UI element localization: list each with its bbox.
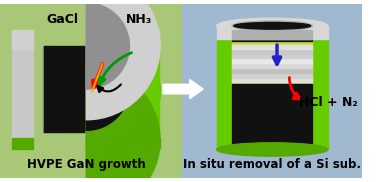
Bar (232, 79, 313, 82)
Text: NH₃: NH₃ (126, 13, 152, 26)
Ellipse shape (217, 18, 328, 33)
Bar (232, 39, 313, 149)
Text: In situ removal of a Si sub.: In situ removal of a Si sub. (183, 158, 361, 171)
Bar (232, 55, 313, 58)
Ellipse shape (12, 36, 161, 56)
FancyArrow shape (163, 80, 203, 99)
Wedge shape (86, 0, 160, 120)
Bar (232, 64, 313, 68)
Bar (232, 74, 313, 78)
Ellipse shape (217, 143, 328, 156)
Bar (44, 46, 86, 132)
Bar (11, 30, 33, 49)
Text: GaCl: GaCl (46, 13, 78, 26)
Wedge shape (86, 44, 129, 130)
Ellipse shape (43, 40, 129, 52)
Bar (11, 38, 33, 142)
Bar (232, 30, 313, 39)
Bar (313, 39, 328, 149)
Bar (217, 26, 328, 39)
Bar (232, 50, 313, 54)
Bar (129, 46, 159, 142)
Wedge shape (86, 18, 160, 166)
Ellipse shape (232, 21, 313, 31)
Ellipse shape (234, 22, 311, 29)
Bar (232, 45, 313, 49)
Bar (11, 138, 33, 149)
Bar (232, 36, 313, 41)
Ellipse shape (43, 53, 129, 122)
Bar (232, 69, 313, 73)
Text: HCl + N₂: HCl + N₂ (299, 96, 358, 109)
Text: HVPE GaN growth: HVPE GaN growth (27, 158, 146, 171)
Bar (232, 84, 313, 149)
Bar (217, 39, 232, 149)
Bar (182, 4, 363, 178)
Ellipse shape (12, 42, 161, 142)
Bar (43, 46, 49, 132)
Wedge shape (86, 66, 160, 182)
Ellipse shape (12, 132, 161, 148)
Bar (0, 4, 182, 178)
Wedge shape (86, 3, 129, 89)
Bar (232, 59, 313, 63)
Bar (129, 30, 159, 49)
Bar (0, 4, 86, 178)
Bar (86, 138, 160, 148)
